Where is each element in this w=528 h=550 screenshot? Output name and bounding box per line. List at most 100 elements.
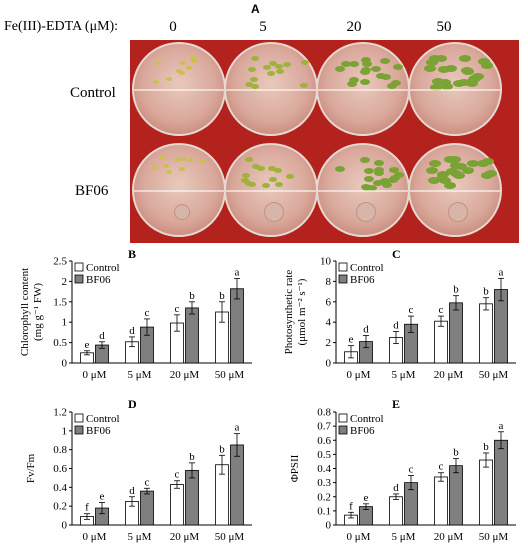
- significance-letter: c: [409, 464, 414, 476]
- legend-label: BF06: [350, 425, 375, 437]
- seedling: [375, 73, 386, 80]
- y-axis-label-unit: (mg g⁻¹ FW): [32, 283, 44, 341]
- seedling: [282, 62, 291, 68]
- significance-letter: e: [349, 334, 354, 346]
- seedling: [185, 66, 192, 71]
- seedling: [190, 56, 197, 61]
- seedling: [348, 61, 359, 68]
- bacteria-bead: [356, 202, 376, 222]
- x-category-label: 50 μM: [479, 369, 509, 381]
- seedling: [335, 66, 346, 73]
- seedling: [250, 83, 259, 89]
- seedling: [179, 156, 186, 161]
- seedling: [261, 182, 270, 188]
- significance-letter: e: [100, 490, 105, 502]
- seedling: [427, 177, 440, 185]
- seedling: [441, 82, 454, 90]
- bar-bf06: [185, 307, 199, 364]
- seedling: [429, 159, 442, 167]
- y-tick-label: 0.2: [53, 501, 67, 513]
- seedling: [257, 165, 266, 171]
- significance-letter: d: [99, 330, 105, 342]
- seedling: [285, 174, 294, 180]
- x-category-label: 50 μM: [215, 369, 245, 381]
- significance-letter: c: [409, 304, 414, 316]
- legend-label: BF06: [86, 425, 111, 437]
- seedling: [388, 176, 399, 183]
- seedling: [268, 166, 277, 172]
- seedling: [152, 165, 159, 170]
- x-category-label: 5 μM: [128, 369, 152, 381]
- y-tick-label: 0: [62, 358, 68, 370]
- y-tick-label: 0.5: [317, 449, 331, 461]
- y-tick-label: 2: [62, 276, 68, 288]
- significance-letter: b: [453, 284, 459, 296]
- bar-bf06: [230, 288, 244, 364]
- y-tick-label: 8: [326, 276, 332, 288]
- seedling: [436, 170, 449, 178]
- y-tick-label: 0.4: [53, 482, 67, 494]
- seedling: [301, 59, 310, 65]
- seedling: [245, 157, 254, 163]
- conc-label-5: 5: [259, 19, 267, 35]
- seedling: [191, 58, 197, 63]
- y-tick-label: 1.2: [53, 407, 67, 419]
- seedling: [173, 158, 180, 163]
- y-tick-label: 1.5: [53, 296, 67, 308]
- x-category-label: 20 μM: [434, 369, 464, 381]
- seedling: [178, 167, 185, 172]
- seedling: [166, 77, 173, 82]
- seedling: [373, 166, 384, 173]
- significance-letter: d: [393, 319, 399, 331]
- seedling: [429, 83, 442, 91]
- significance-letter: a: [235, 422, 240, 434]
- seedling: [438, 177, 451, 185]
- bar-control: [434, 476, 448, 526]
- seedling: [364, 168, 375, 175]
- petri-dish: [316, 42, 410, 136]
- seedling: [394, 171, 405, 178]
- y-axis-label-unit: (μmol m⁻² s⁻¹): [296, 278, 308, 345]
- seedling: [443, 182, 456, 190]
- panel-letter: C: [392, 247, 401, 261]
- seedling: [360, 79, 371, 86]
- y-tick-label: 2: [326, 337, 332, 349]
- bar-bf06: [230, 444, 244, 526]
- significance-letter: a: [235, 267, 240, 279]
- seedling: [360, 67, 371, 74]
- significance-letter: b: [219, 443, 225, 455]
- seedling: [379, 57, 390, 64]
- seedling: [274, 182, 283, 188]
- row-label-control: Control: [70, 85, 116, 101]
- seedling: [249, 77, 258, 83]
- petri-dish: [224, 42, 318, 136]
- y-tick-label: 1: [62, 317, 68, 329]
- significance-letter: c: [145, 476, 150, 488]
- seedling: [481, 172, 494, 180]
- seedling: [362, 61, 373, 68]
- seedling: [179, 61, 186, 66]
- panel-letter: E: [392, 397, 400, 411]
- y-tick-label: 0.1: [317, 505, 331, 517]
- y-tick-label: 10: [320, 256, 332, 268]
- seedling: [268, 177, 277, 183]
- seedling: [425, 58, 438, 66]
- x-category-label: 5 μM: [392, 369, 416, 381]
- conc-label-50: 50: [436, 19, 452, 35]
- seedling: [247, 181, 256, 187]
- petri-dish: [408, 42, 502, 136]
- y-tick-label: 0: [326, 358, 332, 370]
- seedling: [366, 184, 377, 191]
- conc-label-20: 20: [346, 19, 362, 35]
- panel-letter: B: [128, 247, 136, 261]
- x-category-label: 50 μM: [215, 531, 245, 543]
- seedling: [245, 81, 254, 87]
- legend-swatch: [338, 425, 348, 435]
- seedling: [153, 80, 160, 85]
- seedling: [374, 159, 385, 166]
- seedling: [453, 171, 466, 179]
- seedling: [268, 60, 277, 66]
- x-category-label: 50 μM: [479, 531, 509, 543]
- significance-letter: f: [85, 502, 89, 514]
